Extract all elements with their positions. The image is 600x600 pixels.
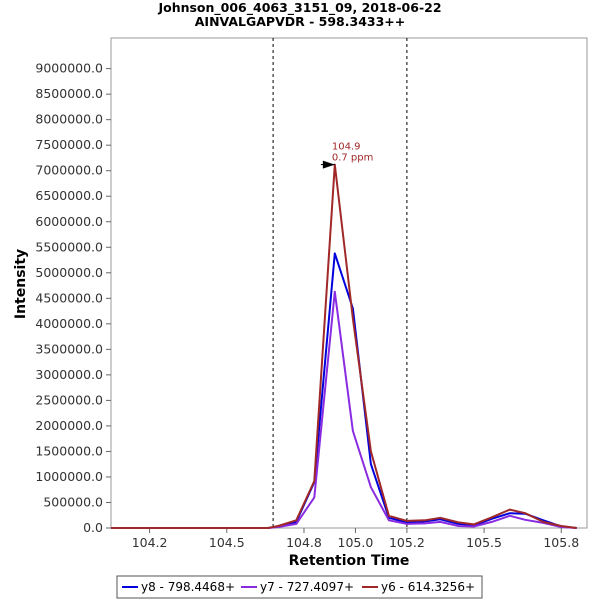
x-tick-label: 105.5 <box>466 535 502 550</box>
y-tick-label: 2500000.0 <box>35 392 103 407</box>
y-tick-label: 3500000.0 <box>35 341 103 356</box>
legend-label: y7 - 727.4097+ <box>260 580 354 594</box>
legend-label: y8 - 798.4468+ <box>141 580 235 594</box>
x-axis-label: Retention Time <box>289 553 410 569</box>
peak-annotation: 104.90.7 ppm <box>320 142 374 169</box>
y-tick-label: 1000000.0 <box>35 469 103 484</box>
y-tick-label: 6500000.0 <box>35 188 103 203</box>
y-tick-label: 7000000.0 <box>35 163 103 178</box>
y-tick-label: 4500000.0 <box>35 290 103 305</box>
peak-time-label: 104.9 <box>332 142 361 153</box>
y-tick-label: 2000000.0 <box>35 418 103 433</box>
y-axis-label: Intensity <box>13 249 29 319</box>
y-tick-label: 8000000.0 <box>35 112 103 127</box>
chart-title: Johnson_006_4063_3151_09, 2018-06-22 <box>157 0 441 16</box>
y-tick-label: 500000.0 <box>43 494 103 509</box>
x-tick-label: 105.8 <box>543 535 579 550</box>
y-tick-label: 9000000.0 <box>35 61 103 76</box>
series-line <box>111 163 577 529</box>
legend-box <box>116 575 483 599</box>
x-tick-label: 105.2 <box>389 535 425 550</box>
x-tick-label: 104.2 <box>132 535 168 550</box>
peak-ppm-label: 0.7 ppm <box>332 153 374 164</box>
x-axis-ticks: 104.2 104.5 104.8 105.0 105.2 105.5 105.8 <box>132 528 579 550</box>
y-tick-label: 3000000.0 <box>35 367 103 382</box>
chart-subtitle: AINVALGAPVDR - 598.3433++ <box>195 14 406 29</box>
y-tick-label: 8500000.0 <box>35 86 103 101</box>
y-tick-label: 1500000.0 <box>35 443 103 458</box>
x-tick-label: 105.0 <box>338 535 374 550</box>
y-axis-ticks: 0.0 500000.0 1000000.0 1500000.0 2000000.0 25… <box>35 61 111 535</box>
y-tick-label: 0.0 <box>83 520 103 535</box>
integration-boundaries <box>272 38 408 528</box>
y-tick-label: 5000000.0 <box>35 265 103 280</box>
y-tick-label: 6000000.0 <box>35 214 103 229</box>
y-tick-label: 7500000.0 <box>35 137 103 152</box>
legend: y8 - 798.4468+ y7 - 727.4097+ y6 - 614.325… <box>116 575 483 599</box>
x-tick-label: 104.5 <box>209 535 245 550</box>
y-tick-label: 5500000.0 <box>35 239 103 254</box>
y-tick-label: 4000000.0 <box>35 316 103 331</box>
legend-label: y6 - 614.3256+ <box>381 580 475 594</box>
series-lines <box>111 163 577 529</box>
x-tick-label: 104.8 <box>286 535 322 550</box>
